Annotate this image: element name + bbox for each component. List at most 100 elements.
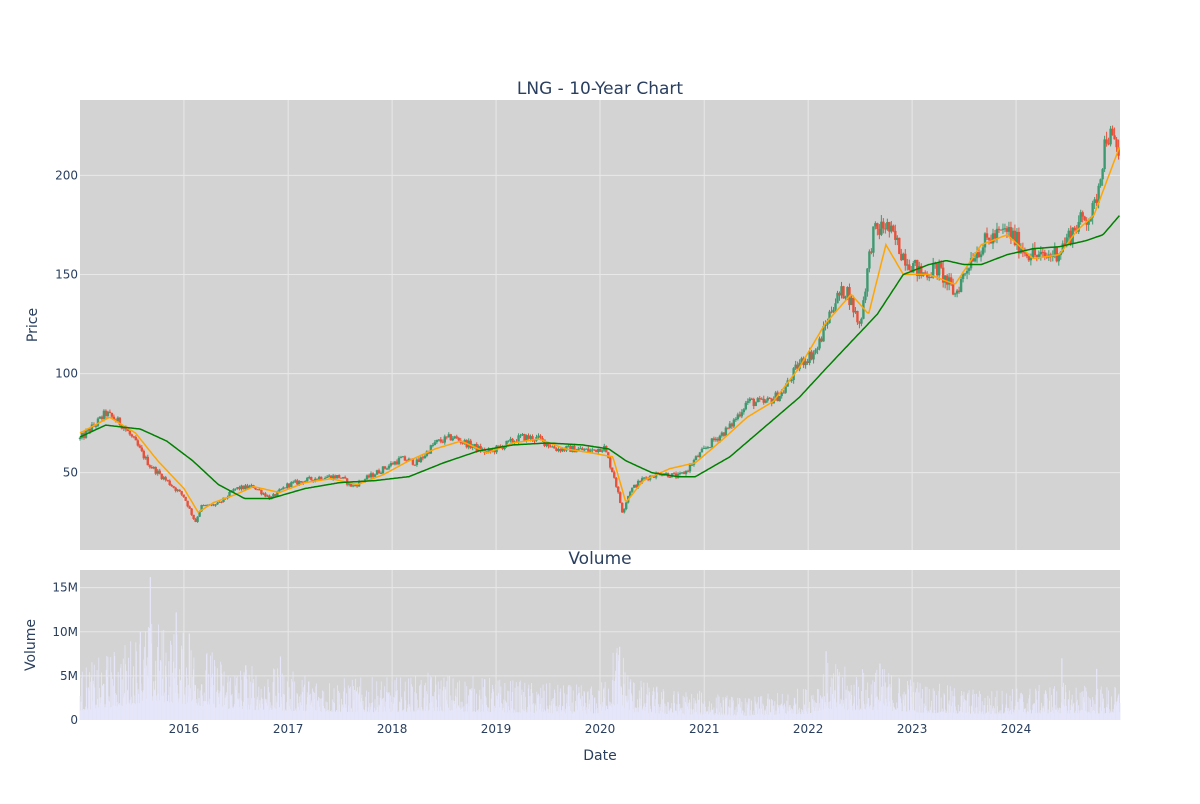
volume-bar	[477, 711, 479, 720]
candle-body	[698, 452, 702, 457]
volume-bar	[1102, 702, 1104, 720]
volume-bar	[355, 690, 357, 720]
volume-bar	[770, 711, 772, 720]
volume-bar	[318, 696, 320, 720]
volume-bar	[247, 698, 249, 720]
volume-bar	[461, 701, 463, 720]
volume-bar	[365, 706, 367, 720]
volume-bar	[704, 706, 706, 720]
volume-bar	[859, 710, 861, 720]
volume-bar	[431, 701, 433, 720]
volume-bar	[380, 689, 382, 720]
candle-body	[581, 448, 584, 451]
volume-bar	[109, 707, 111, 720]
volume-bar	[773, 705, 775, 720]
volume-bar	[647, 695, 649, 720]
volume-bar	[166, 700, 168, 720]
volume-bar	[446, 704, 448, 720]
volume-bar	[490, 698, 492, 720]
candle-body	[170, 484, 173, 487]
volume-bar	[596, 708, 598, 720]
volume-bar	[528, 704, 530, 720]
volume-bar	[447, 676, 449, 720]
volume-bar	[233, 708, 235, 720]
volume-bar	[272, 682, 274, 720]
candle-body	[210, 504, 213, 506]
volume-bar	[174, 668, 176, 720]
candle-body	[882, 221, 885, 229]
volume-bar	[529, 696, 531, 720]
volume-bar	[401, 697, 403, 720]
volume-bar	[343, 678, 345, 720]
candle-body	[451, 438, 454, 441]
candle-body	[1001, 228, 1005, 230]
candle-body	[628, 491, 632, 497]
volume-bar	[581, 695, 583, 720]
volume-bar	[777, 692, 779, 720]
volume-bar	[858, 686, 859, 720]
volume-bar	[936, 712, 938, 720]
candle-body	[192, 514, 195, 519]
volume-bar	[747, 707, 748, 720]
volume-bar	[934, 710, 936, 720]
volume-bar	[293, 710, 294, 720]
volume-bar	[304, 684, 305, 720]
volume-bar	[361, 694, 363, 720]
volume-bar	[356, 687, 358, 720]
candle-body	[678, 472, 682, 474]
volume-bar	[639, 698, 641, 720]
volume-bar	[218, 693, 220, 720]
volume-bar	[144, 668, 146, 720]
volume-bar	[1067, 713, 1069, 720]
volume-bar	[1015, 699, 1017, 720]
volume-bar	[441, 710, 443, 720]
candle-body	[796, 364, 799, 370]
volume-bar	[362, 705, 363, 720]
volume-bar	[855, 709, 857, 720]
volume-bar	[665, 712, 666, 720]
candle-body	[274, 494, 277, 497]
candle-body	[854, 310, 857, 313]
volume-bar	[113, 651, 115, 720]
volume-bar	[871, 694, 873, 720]
candle-body	[355, 485, 359, 487]
volume-bar	[236, 676, 238, 720]
volume-bar	[136, 682, 138, 720]
candle-body	[395, 461, 399, 465]
volume-bar	[706, 711, 707, 720]
candle-body	[985, 233, 989, 238]
volume-bar	[947, 685, 948, 720]
volume-bar	[306, 692, 308, 720]
volume-bar	[437, 681, 439, 720]
x-tick-label: 2017	[273, 722, 304, 736]
candle-body	[234, 488, 237, 490]
volume-bar	[748, 715, 750, 720]
candle-body	[764, 400, 767, 403]
volume-bar	[265, 698, 267, 720]
volume-bar	[865, 709, 866, 720]
candle-body	[232, 489, 235, 492]
candle-body	[262, 493, 265, 495]
volume-bar	[526, 712, 527, 720]
volume-bar	[445, 689, 447, 720]
volume-bar	[198, 702, 199, 720]
candle-body	[443, 436, 446, 443]
volume-bar	[509, 710, 510, 720]
candle-body	[547, 443, 550, 447]
volume-bar	[157, 693, 159, 720]
volume-bar	[715, 713, 717, 720]
volume-bar	[758, 709, 760, 720]
volume-bar	[177, 693, 179, 720]
candle-body	[308, 476, 311, 478]
candle-body	[983, 233, 987, 248]
volume-bar	[998, 712, 1000, 720]
volume-bar	[693, 709, 694, 720]
volume-bar	[933, 690, 935, 720]
volume-bar	[318, 706, 320, 720]
volume-bar	[179, 669, 181, 720]
volume-bar	[122, 658, 124, 720]
volume-bar	[843, 700, 845, 720]
volume-bar	[577, 693, 579, 720]
volume-bar	[1092, 710, 1094, 720]
volume-bar	[662, 689, 664, 720]
